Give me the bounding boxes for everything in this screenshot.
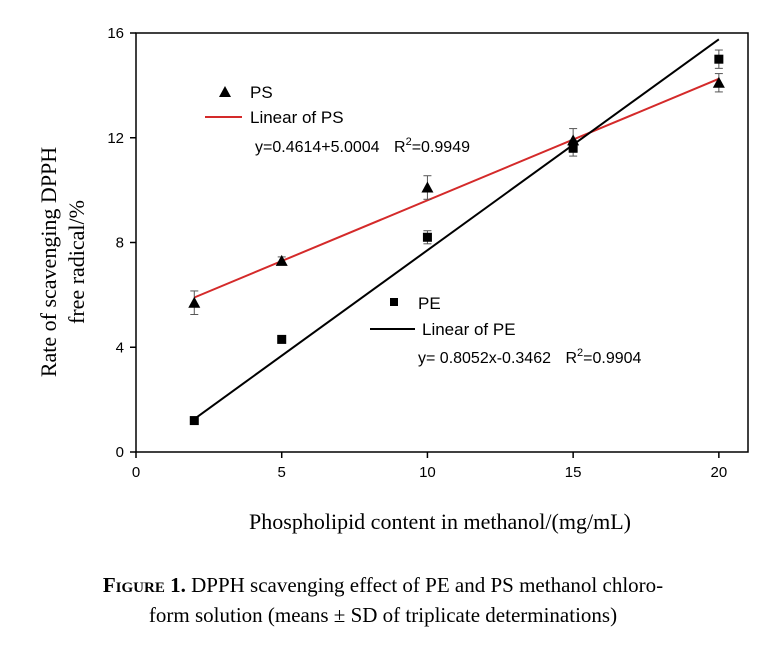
legend-ps-marker <box>219 86 231 97</box>
pe-point <box>422 232 432 242</box>
ps-fit-equation-text: y=0.4614+5.0004 <box>255 139 380 156</box>
pe-fit-r2-base: R <box>565 350 577 367</box>
ps-point <box>421 181 434 193</box>
caption-label: Figure <box>102 573 165 597</box>
legend-pe-fit-label: Linear of PE <box>422 320 516 339</box>
y-tick-label: 8 <box>116 235 124 252</box>
ps-point <box>188 296 201 308</box>
chart: 0 5 10 15 20 0 4 8 12 16 Phospholipid content in … <box>36 25 749 534</box>
x-tick-label: 10 <box>419 464 436 481</box>
pe-fit-r2-sup: 2 <box>577 347 583 359</box>
y-axis-title-line1: Rate of scavenging DPPH <box>36 147 61 377</box>
ps-point <box>275 254 288 266</box>
ps-fit-r2-value: =0.9949 <box>412 139 470 156</box>
caption-number: 1. <box>170 573 186 597</box>
pe-point <box>189 416 199 426</box>
pe-fit-equation: y= 0.8052x-0.3462 R2=0.9904 <box>418 347 642 367</box>
axes <box>130 32 749 458</box>
y-tick-label: 12 <box>107 130 124 147</box>
ps-fit-r2-base: R <box>394 139 406 156</box>
pe-fit-equation-text: y= 0.8052x-0.3462 <box>418 350 551 367</box>
ps-point <box>567 134 580 146</box>
x-axis-title: Phospholipid content in methanol/(mg/mL) <box>249 509 631 534</box>
x-tick-label: 0 <box>132 464 140 481</box>
pe-point <box>277 334 287 344</box>
data-markers <box>188 54 725 426</box>
legend-ps: PS Linear of PS y=0.4614+5.0004 R2=0.994… <box>205 83 470 156</box>
legend-pe-label: PE <box>418 294 441 313</box>
ps-fit-equation: y=0.4614+5.0004 R2=0.9949 <box>255 136 470 156</box>
y-tick-label: 16 <box>107 25 124 42</box>
y-axis-title: Rate of scavenging DPPH free radical/% <box>36 147 89 377</box>
pe-point <box>568 143 578 153</box>
y-tick-label: 0 <box>116 444 124 461</box>
tick-labels: 0 5 10 15 20 0 4 8 12 16 <box>107 25 727 481</box>
x-tick-label: 5 <box>278 464 286 481</box>
pe-fit-r2-value: =0.9904 <box>583 350 641 367</box>
legend-ps-fit-label: Linear of PS <box>250 108 344 127</box>
pe-fit-line <box>193 38 720 420</box>
y-tick-label: 4 <box>116 339 124 356</box>
y-axis-title-line2: free radical/% <box>64 200 89 324</box>
legend-pe-marker <box>390 298 398 306</box>
x-tick-label: 15 <box>565 464 582 481</box>
pe-point <box>714 54 724 64</box>
legend-pe: PE Linear of PE y= 0.8052x-0.3462 R2=0.9… <box>370 294 642 367</box>
figure-caption: Figure 1. DPPH scavenging effect of PE a… <box>0 570 766 630</box>
legend-ps-label: PS <box>250 83 273 102</box>
ps-fit-r2-sup: 2 <box>406 136 412 148</box>
caption-line1: DPPH scavenging effect of PE and PS meth… <box>191 573 664 597</box>
caption-line2: form solution (means ± SD of triplicate … <box>148 603 618 627</box>
ps-point <box>712 76 725 88</box>
x-tick-label: 20 <box>711 464 728 481</box>
